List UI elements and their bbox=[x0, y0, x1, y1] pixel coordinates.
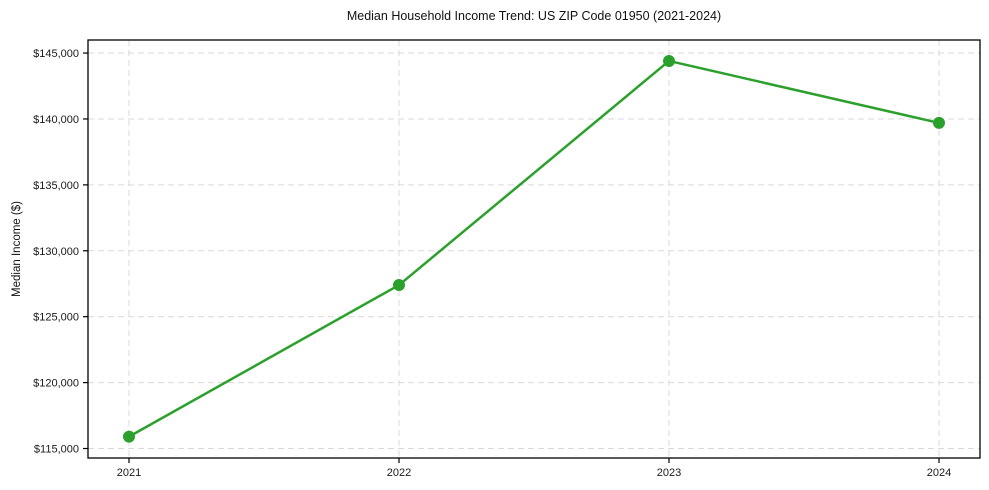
x-tick-label: 2021 bbox=[117, 467, 141, 479]
y-tick-label: $145,000 bbox=[33, 48, 79, 60]
y-tick-label: $130,000 bbox=[33, 246, 79, 258]
y-tick-label: $115,000 bbox=[34, 444, 79, 456]
data-point-marker bbox=[393, 279, 405, 292]
data-point-marker bbox=[663, 54, 675, 67]
data-point-marker bbox=[933, 116, 945, 129]
chart-title: Median Household Income Trend: US ZIP Co… bbox=[346, 9, 722, 23]
y-tick-label: $140,000 bbox=[33, 114, 79, 126]
data-point-marker bbox=[123, 430, 135, 443]
y-tick-label: $120,000 bbox=[33, 378, 79, 390]
x-tick-label: 2023 bbox=[657, 467, 681, 479]
y-tick-label: $135,000 bbox=[33, 180, 79, 192]
series-line bbox=[127, 59, 941, 438]
x-tick-label: 2024 bbox=[927, 467, 951, 479]
y-tick-label: $125,000 bbox=[33, 312, 79, 324]
x-tick-label: 2022 bbox=[387, 467, 411, 479]
y-axis-title: Median Income ($) bbox=[11, 201, 23, 297]
plot-border bbox=[87, 39, 981, 459]
